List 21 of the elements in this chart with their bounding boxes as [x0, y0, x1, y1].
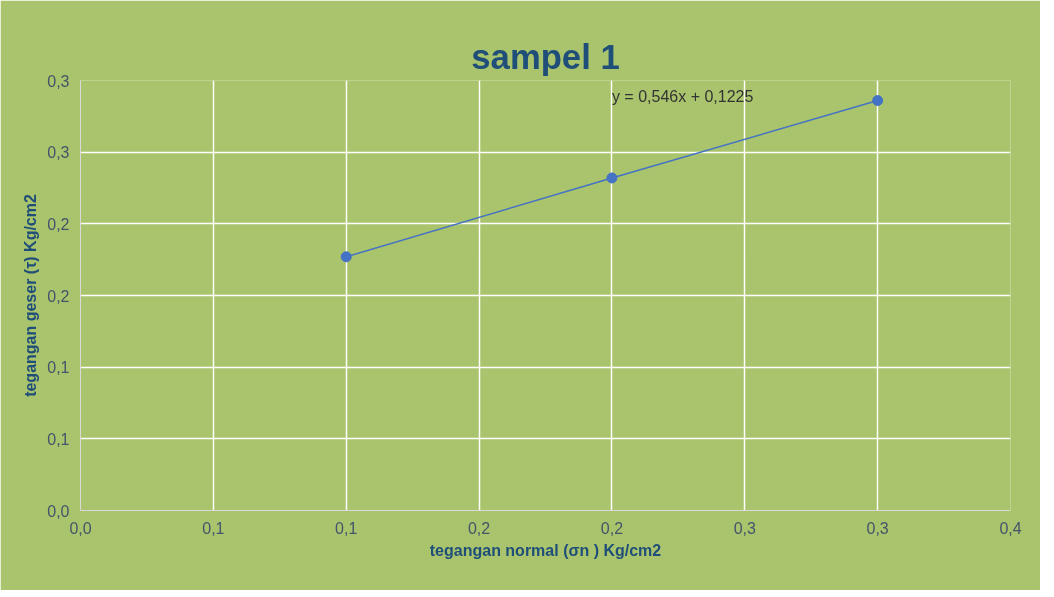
chart-title: sampel 1	[471, 37, 620, 76]
y-tick-label: 0,3	[47, 144, 70, 162]
x-tick-label: 0,1	[202, 519, 225, 537]
x-axis-title: tegangan normal (σn ) Kg/cm2	[429, 541, 662, 559]
y-tick-label: 0,0	[47, 502, 70, 520]
x-tick-label: 0,2	[467, 519, 491, 537]
x-tick-label: 0,0	[69, 519, 92, 537]
y-tick-label: 0,2	[47, 287, 70, 305]
point	[606, 172, 618, 184]
point	[340, 251, 352, 263]
y-tick-label: 0,1	[47, 359, 70, 377]
point	[872, 95, 884, 107]
y-tick-label: 0,1	[47, 430, 70, 448]
y-axis-title: tegangan geser (τ) Kg/cm2	[22, 194, 40, 397]
x-tick-label: 0,4	[999, 519, 1022, 537]
y-tick-label: 0,3	[47, 72, 70, 90]
x-tick-label: 0,3	[733, 519, 757, 537]
x-tick-label: 0,3	[866, 519, 889, 537]
x-tick-label: 0,1	[335, 519, 358, 537]
x-tick-label: 0,2	[600, 519, 624, 537]
y-tick-label: 0,2	[47, 215, 70, 233]
